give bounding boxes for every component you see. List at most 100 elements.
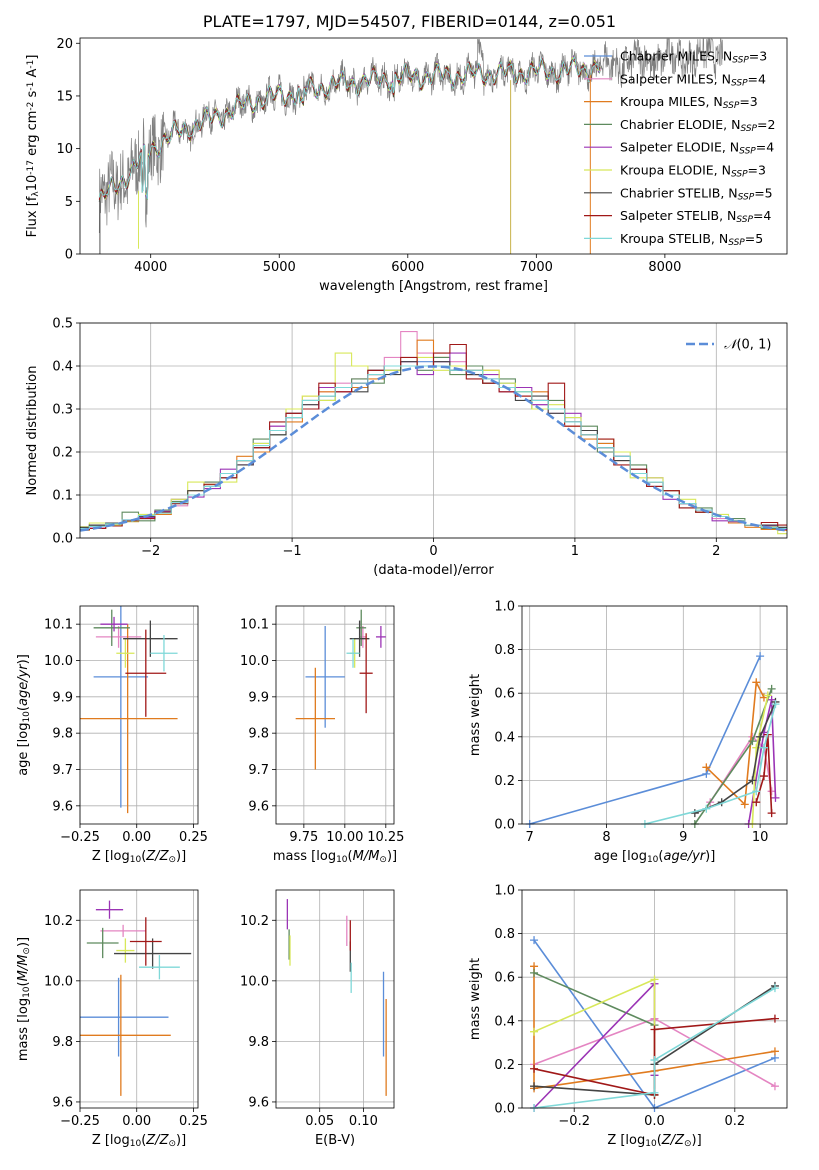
weight-marker-3	[767, 684, 776, 693]
y-tick-label: 0.4	[52, 360, 73, 375]
y-tick-label: 0.8	[494, 643, 515, 658]
weight-marker-2	[702, 763, 711, 772]
weight-marker-0	[756, 652, 765, 661]
x-tick-label: 6000	[391, 260, 424, 275]
y-tick-label: 0.1	[52, 489, 73, 504]
weight-vs-age-panel: 7 8 9 10 0.0 0.2 0.4 0.6 0.8 1.0 age [log10(age/yr…	[468, 600, 788, 865]
y-tick-label: 10.0	[240, 974, 269, 989]
weight-lines	[525, 652, 780, 828]
error-bars	[295, 609, 386, 770]
axes-frame	[79, 605, 199, 825]
x-axis-label: (data-model)/error	[373, 563, 494, 578]
error-bars	[80, 606, 178, 814]
y-tick-label: 0.6	[494, 687, 515, 702]
weight-line-8	[533, 987, 776, 1109]
x-axis-label: mass [log10(M/M⊙)]	[273, 849, 397, 865]
weight-marker-6	[690, 809, 699, 818]
legend-entry: Chabrier ELODIE, NSSP=2	[620, 117, 775, 134]
y-tick-label: 10.0	[240, 654, 269, 669]
y-axis-label: Normed distribution	[25, 366, 40, 496]
y-tick-label: 9.8	[52, 1035, 73, 1050]
weight-marker-4	[771, 793, 780, 802]
x-tick-label: 9	[679, 830, 687, 845]
y-tick-label: 10	[56, 142, 73, 157]
error-bars	[286, 899, 387, 1096]
error-bars	[80, 900, 192, 1096]
weight-marker-7	[767, 809, 776, 818]
age-vs-metallicity-panel: −0.25 0.00 0.25 9.6 9.7 9.8 9.9 10.0 10.1 Z [log1…	[16, 605, 208, 865]
x-tick-label: 5000	[263, 260, 296, 275]
legend-entry: Salpeter STELIB, NSSP=4	[620, 208, 771, 225]
weight-marker-6	[748, 776, 757, 785]
y-tick-label: 10.0	[44, 974, 73, 989]
weight-marker-8	[770, 984, 779, 993]
spectrum-panel: 4000 5000 6000 7000 8000 0 5 10 15 20 wavelength […	[25, 37, 788, 294]
y-axis-label: Flux [fλ10-17 erg cm-2 s-1 A-1]	[25, 55, 41, 238]
y-tick-label: 0.4	[494, 1014, 515, 1029]
weight-marker-7	[650, 1025, 659, 1034]
x-tick-label: −0.25	[60, 1114, 100, 1129]
legend-entry: Chabrier STELIB, NSSP=5	[620, 185, 773, 202]
x-tick-label: 7	[526, 830, 534, 845]
y-tick-label: 0.6	[494, 971, 515, 986]
age-vs-mass-panel: 9.75 10.00 10.25 9.6 9.7 9.8 9.9 10.0 10.1 mass […	[240, 605, 404, 865]
x-tick-label: 0.00	[122, 830, 151, 845]
weight-vs-metallicity-panel: −0.2 0.0 0.2 0.0 0.2 0.4 0.6 0.8 1.0 Z [log10(Z/Z…	[468, 884, 788, 1149]
axes-frame	[521, 605, 788, 825]
y-tick-label: 10.1	[44, 618, 73, 633]
weight-marker-1	[770, 1082, 779, 1091]
weight-marker-3	[748, 737, 757, 746]
axes-frame	[79, 322, 788, 539]
spectrum-legend: Chabrier MILES, NSSP=3 Salpeter MILES, NS…	[584, 49, 775, 248]
weight-marker-8	[759, 743, 768, 752]
y-tick-label: 9.8	[52, 727, 73, 742]
weight-marker-8	[702, 804, 711, 813]
weight-marker-8	[650, 1088, 659, 1097]
weight-marker-7	[770, 1014, 779, 1023]
weight-marker-2	[740, 800, 749, 809]
weight-marker-0	[530, 936, 539, 945]
x-tick-label: −0.25	[60, 830, 100, 845]
normal-curve	[80, 365, 787, 532]
y-tick-label: 9.6	[52, 799, 73, 814]
legend-entry: Kroupa MILES, NSSP=3	[620, 94, 758, 111]
y-tick-label: 0.0	[494, 818, 515, 833]
y-tick-label: 0.5	[52, 317, 73, 332]
weight-marker-8	[650, 1056, 659, 1065]
y-tick-label: 0	[65, 248, 73, 263]
weight-line-3	[533, 972, 655, 1026]
y-axis-label: mass [log10(M/M⊙)]	[16, 937, 32, 1061]
mass-vs-ebv-panel: 0.05 0.10 9.6 9.8 10.0 10.2 E(B-V)	[240, 889, 395, 1148]
x-axis-label: Z [log10(Z/Z⊙)]	[92, 1133, 186, 1149]
weight-line-4	[747, 699, 777, 825]
x-tick-label: −0.2	[558, 1114, 590, 1129]
y-tick-label: 9.8	[248, 727, 269, 742]
y-tick-label: 10.1	[240, 618, 269, 633]
y-tick-label: 20	[56, 37, 73, 52]
y-tick-label: 9.8	[248, 1035, 269, 1050]
y-tick-label: 0.0	[52, 532, 73, 547]
legend-entry: Salpeter ELODIE, NSSP=4	[620, 140, 774, 157]
x-tick-label: 1	[571, 544, 579, 559]
model-spectrum-3	[98, 54, 601, 200]
weight-marker-6	[756, 732, 765, 741]
x-tick-label: 10.00	[326, 830, 363, 845]
x-tick-label: 0.05	[305, 1114, 334, 1129]
y-tick-label: 9.6	[248, 799, 269, 814]
legend-entry: Kroupa STELIB, NSSP=5	[620, 231, 763, 248]
weight-marker-7	[752, 798, 761, 807]
x-axis-label: age [log10(age/yr)]	[594, 849, 716, 865]
weight-line-7	[755, 734, 773, 814]
axes-frame	[79, 889, 199, 1109]
y-tick-label: 10.2	[240, 914, 269, 929]
weight-marker-1	[767, 787, 776, 796]
x-tick-label: 0.25	[179, 830, 208, 845]
legend-entry: 𝒩(0, 1)	[724, 338, 771, 353]
x-tick-label: 2	[712, 544, 720, 559]
mass-vs-metallicity-panel: −0.25 0.00 0.25 9.6 9.8 10.0 10.2 Z [log10(Z/Z⊙…	[16, 889, 208, 1149]
x-tick-label: 10.25	[367, 830, 404, 845]
axes-frame	[275, 605, 395, 825]
weight-marker-8	[771, 700, 780, 709]
x-tick-label: −2	[141, 544, 160, 559]
